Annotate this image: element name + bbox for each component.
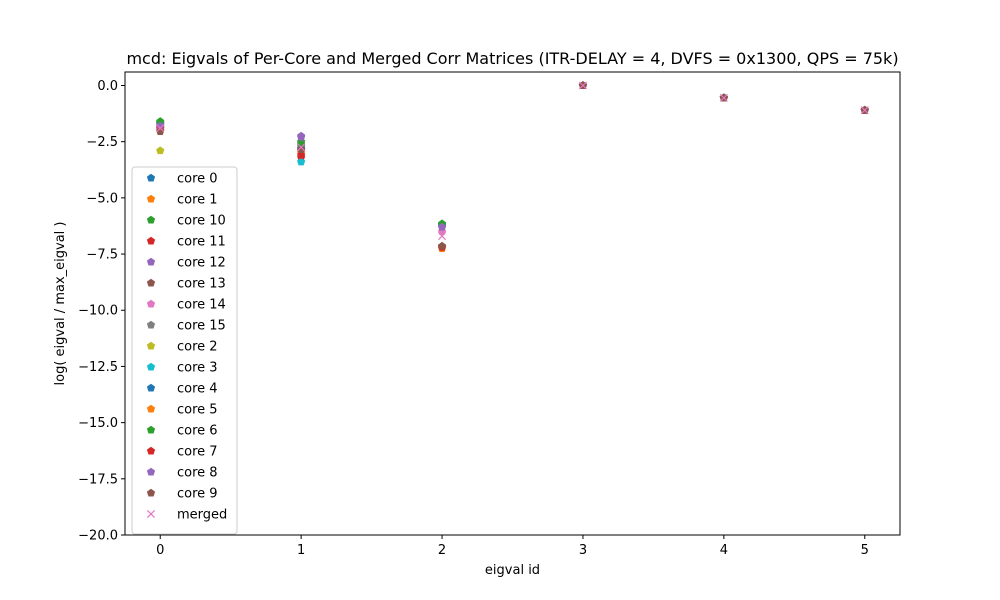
legend-label: core 6 (177, 424, 218, 439)
legend-marker (146, 299, 156, 308)
data-point (297, 145, 306, 154)
x-tick-label: 3 (579, 543, 587, 558)
legend-marker (146, 509, 156, 519)
data-point (297, 132, 306, 141)
legend-label: merged (177, 508, 227, 523)
legend-label: core 1 (177, 193, 218, 208)
legend-marker (146, 341, 156, 350)
data-point (156, 127, 165, 136)
legend-label: core 4 (177, 382, 218, 397)
y-axis-ticks: −20.0 −17.5 −15.0 −12.5 −10.0 −7.5 −5.0 −2.5 0.0 (78, 79, 125, 544)
legend-marker (146, 362, 156, 371)
legend-item: core 10 (146, 214, 226, 229)
legend-item: core 7 (146, 445, 218, 460)
legend-item: core 11 (146, 235, 226, 250)
legend-item: core 3 (146, 361, 218, 376)
y-tick-label: −17.5 (78, 472, 118, 487)
legend-marker (146, 383, 156, 392)
data-point (578, 81, 587, 90)
chart-legend: core 0 core 1 core 10 core 11 core 12 core 13… (131, 166, 238, 535)
legend-label: core 14 (177, 298, 226, 313)
legend-item: core 1 (146, 193, 218, 208)
legend-marker (146, 425, 156, 434)
legend-item: core 12 (146, 256, 226, 271)
x-tick-label: 0 (156, 543, 164, 558)
legend-marker (146, 173, 156, 182)
data-point (297, 143, 306, 152)
legend-marker (146, 320, 156, 329)
data-markers (156, 81, 869, 252)
series-merged (156, 81, 869, 241)
data-point (297, 157, 306, 166)
legend-label: core 5 (177, 403, 218, 418)
y-tick-label: −7.5 (86, 248, 118, 263)
x-axis-ticks: 0 1 2 3 4 5 (156, 535, 869, 558)
chart-title: mcd: Eigvals of Per-Core and Merged Corr… (126, 49, 898, 68)
legend-item: core 13 (146, 277, 226, 292)
legend-label: core 13 (177, 277, 226, 292)
data-point (437, 222, 447, 231)
data-point (156, 146, 165, 155)
legend-label: core 9 (177, 487, 218, 502)
legend-label: core 12 (177, 256, 226, 271)
legend-label: core 15 (177, 319, 226, 334)
legend-item: core 2 (146, 340, 218, 355)
legend-box (131, 166, 238, 535)
legend-item: core 15 (146, 319, 226, 334)
legend-marker (146, 446, 156, 455)
legend-marker (146, 404, 156, 413)
x-tick-label: 1 (297, 543, 305, 558)
y-tick-label: 0.0 (97, 79, 118, 94)
y-axis-label: log( eigval / max_eigval ) (53, 222, 68, 386)
legend-marker (146, 194, 156, 203)
legend-item: merged (146, 508, 227, 523)
x-tick-label: 4 (720, 543, 728, 558)
legend-item: core 8 (146, 466, 218, 481)
legend-label: core 2 (177, 340, 218, 355)
legend-item: core 4 (146, 382, 218, 397)
x-axis-label: eigval id (485, 563, 540, 578)
y-tick-label: −15.0 (78, 416, 118, 431)
data-point (719, 93, 728, 102)
data-point (156, 121, 165, 130)
data-point (156, 124, 165, 133)
data-point (438, 232, 447, 241)
legend-label: core 0 (177, 172, 218, 187)
legend-marker (146, 257, 156, 266)
legend-label: core 11 (177, 235, 226, 250)
data-point (437, 241, 447, 250)
y-tick-label: −2.5 (86, 135, 118, 150)
legend-marker (146, 488, 156, 497)
legend-item: core 9 (146, 487, 218, 502)
legend-label: core 8 (177, 466, 218, 481)
legend-marker (146, 467, 156, 476)
legend-marker (146, 278, 156, 287)
y-tick-label: −20.0 (78, 529, 118, 544)
plot-area-frame (124, 71, 901, 536)
legend-label: core 10 (177, 214, 226, 229)
legend-item: core 5 (146, 403, 218, 418)
y-tick-label: −10.0 (78, 304, 118, 319)
y-tick-label: −5.0 (86, 191, 118, 206)
x-tick-label: 5 (861, 543, 869, 558)
legend-item: core 0 (146, 172, 218, 187)
legend-marker (146, 236, 156, 245)
y-tick-label: −12.5 (78, 360, 118, 375)
legend-item: core 14 (146, 298, 226, 313)
legend-marker (146, 215, 156, 224)
data-point (860, 106, 869, 115)
legend-label: core 3 (177, 361, 218, 376)
x-tick-label: 2 (438, 543, 446, 558)
legend-label: core 7 (177, 445, 218, 460)
legend-item: core 6 (146, 424, 218, 439)
